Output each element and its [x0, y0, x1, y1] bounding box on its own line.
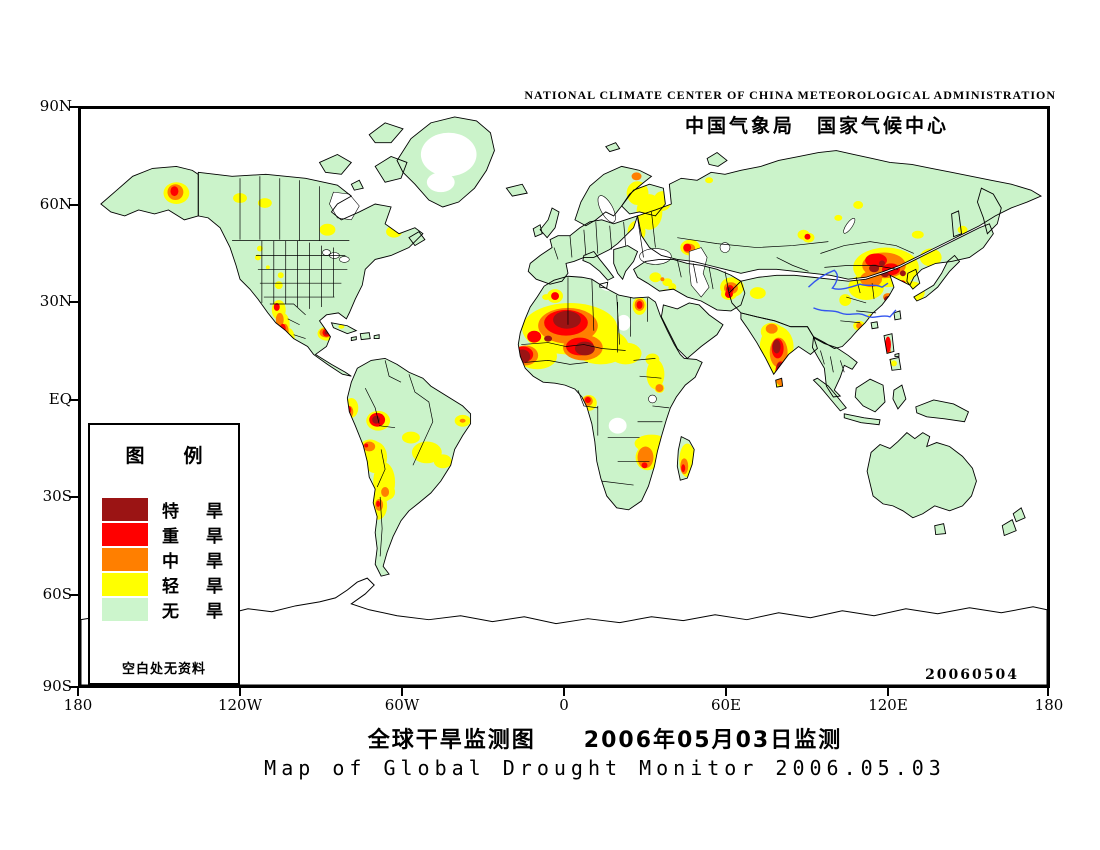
lat-label-60s: 60S: [42, 585, 72, 603]
legend-title: 图 例: [125, 445, 213, 467]
legend-swatch-light: [102, 573, 148, 596]
lat-label-90s: 90S: [42, 677, 72, 695]
legend-swatch-extreme: [102, 498, 148, 521]
world-map: [81, 116, 1047, 685]
lon-label-60e: 60E: [710, 696, 742, 714]
rivers-china: [807, 269, 897, 318]
legend-item: 特 旱: [102, 497, 232, 522]
lat-label-60n: 60N: [39, 195, 72, 213]
legend-label: 重 旱: [162, 527, 228, 547]
map-frame: 中国气象局 国家气候中心 图 例 特 旱 重 旱 中 旱 轻 旱: [78, 106, 1050, 688]
map-title-en: Map of Global Drought Monitor 2006.05.03: [264, 756, 946, 780]
legend-label: 中 旱: [162, 552, 228, 572]
legend-box: 图 例 特 旱 重 旱 中 旱 轻 旱: [88, 423, 240, 685]
lon-tick: [401, 688, 403, 696]
legend-rows: 特 旱 重 旱 中 旱 轻 旱 无 旱: [102, 497, 232, 622]
lon-label-120w: 120W: [217, 696, 263, 714]
lat-tick: [69, 399, 78, 401]
legend-item: 中 旱: [102, 547, 232, 572]
lon-label-120e: 120E: [868, 696, 908, 714]
legend-label: 无 旱: [162, 602, 228, 622]
lon-label-0: 0: [559, 696, 569, 714]
lat-label-30n: 30N: [39, 292, 72, 310]
lon-tick: [239, 688, 241, 696]
lat-label-30s: 30S: [42, 487, 72, 505]
lon-label-180w: 180: [63, 696, 93, 714]
antarctica: [81, 577, 1047, 685]
lat-tick: [69, 594, 78, 596]
lon-tick: [563, 688, 565, 696]
lat-label-eq: EQ: [48, 390, 72, 408]
legend-item: 重 旱: [102, 522, 232, 547]
lat-tick: [69, 106, 78, 108]
legend-label: 特 旱: [162, 502, 228, 522]
map-title-cn: 全球干旱监测图 2006年05月03日监测: [367, 728, 843, 753]
lon-tick: [77, 688, 79, 696]
date-stamp: 20060504: [925, 667, 1019, 683]
legend-swatch-moderate: [102, 548, 148, 571]
legend-swatch-severe: [102, 523, 148, 546]
legend-item: 无 旱: [102, 597, 232, 622]
lon-tick: [725, 688, 727, 696]
lon-tick: [887, 688, 889, 696]
lon-label-180e: 180: [1034, 696, 1064, 714]
lon-label-60w: 60W: [384, 696, 420, 714]
lat-label-90n: 90N: [39, 97, 72, 115]
lat-tick: [69, 496, 78, 498]
agency-title-en: NATIONAL CLIMATE CENTER OF CHINA METEORO…: [524, 88, 1056, 102]
lat-tick: [69, 301, 78, 303]
country-borders-layer: [232, 176, 914, 557]
legend-swatch-none: [102, 598, 148, 621]
lat-tick: [69, 204, 78, 206]
lon-tick: [1047, 688, 1049, 696]
agency-title-cn: 中国气象局 国家气候中心: [685, 115, 950, 137]
legend-note: 空白处无资料: [121, 662, 206, 677]
legend-item: 轻 旱: [102, 572, 232, 597]
lat-tick: [69, 686, 78, 688]
legend-label: 轻 旱: [162, 577, 228, 597]
